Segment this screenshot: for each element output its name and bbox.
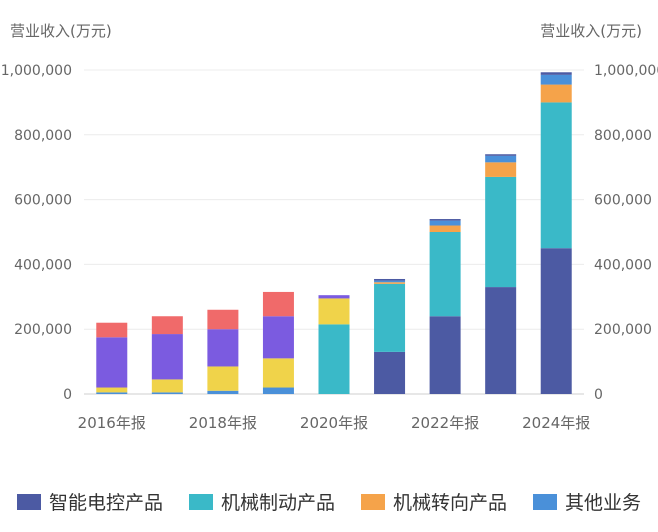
bar-segment [374, 280, 406, 283]
chart-legend: 智能电控产品 机械制动产品 机械转向产品 其他业务 [0, 488, 658, 515]
y-tick-label-right: 600,000 [594, 193, 652, 209]
y-tick-label-right: 1,000,000 [594, 63, 658, 79]
x-tick-label: 2022年报 [411, 414, 479, 432]
bar-segment [151, 379, 183, 393]
bar-segment [318, 295, 350, 299]
legend-swatch [361, 493, 385, 510]
x-tick-label: 2020年报 [300, 414, 368, 432]
bar-segment [262, 291, 294, 317]
bar-segment [485, 155, 517, 163]
bar-segment [207, 390, 239, 394]
y-tick-label-right: 200,000 [594, 322, 652, 338]
bar-segment [96, 322, 128, 338]
legend-item: 其他业务 [533, 488, 641, 515]
bar-segment [540, 84, 572, 103]
bar-segment [96, 387, 128, 393]
bar-segment [207, 309, 239, 330]
y-tick-label-right: 400,000 [594, 257, 652, 273]
bar-segment [540, 248, 572, 394]
bar-segment [374, 278, 406, 281]
y-tick-label-left: 400,000 [14, 257, 72, 273]
bar-segment [96, 392, 128, 394]
legend-item: 智能电控产品 [16, 488, 163, 515]
bar-segment [540, 72, 572, 75]
bar-segment [540, 74, 572, 85]
bar-segment [318, 324, 350, 394]
bar-segment [485, 287, 517, 394]
bar-segment [485, 176, 517, 288]
y-tick-label-right: 0 [594, 387, 603, 403]
bar-segment [151, 316, 183, 335]
bar-segment [318, 298, 350, 325]
x-tick-label: 2018年报 [189, 414, 257, 432]
x-tick-label: 2024年报 [522, 414, 590, 432]
bar-segment [262, 316, 294, 359]
bar-segment [540, 102, 572, 249]
legend-label: 其他业务 [565, 492, 642, 514]
bar-segment [374, 351, 406, 394]
y-tick-label-left: 0 [63, 387, 72, 403]
bar-segment [207, 329, 239, 367]
legend-swatch [533, 493, 558, 510]
bar-segment [429, 232, 461, 317]
bar-segment [429, 225, 461, 232]
legend-label: 智能电控产品 [48, 492, 163, 514]
bar-segment [151, 334, 183, 380]
bar-segment [485, 154, 517, 156]
y-tick-label-left: 200,000 [14, 322, 72, 338]
y-tick-label-left: 600,000 [14, 193, 72, 209]
y-tick-label-left: 1,000,000 [1, 63, 72, 79]
bar-segment [207, 366, 239, 391]
legend-label: 机械转向产品 [393, 492, 508, 514]
legend-label: 机械制动产品 [220, 492, 335, 514]
bar-segment [429, 219, 461, 221]
x-tick-label: 2016年报 [78, 414, 146, 432]
y-axis-label-left: 营业收入(万元) [10, 22, 112, 40]
legend-item: 机械转向产品 [361, 488, 507, 515]
bar-segment [429, 220, 461, 226]
bar-segment [151, 392, 183, 394]
legend-swatch [16, 493, 41, 510]
bar-segment [374, 282, 406, 284]
bar-segment [262, 358, 294, 388]
bar-segment [374, 283, 406, 352]
bar-segment [429, 316, 461, 394]
bar-segment [262, 387, 294, 394]
stacked-bar-chart: 0 0 200,000 200,000 400,000 400,000 600,000 600… [1, 63, 658, 432]
bar-segment [96, 337, 128, 388]
y-axis-label-right: 营业收入(万元) [540, 22, 642, 40]
y-tick-label-left: 800,000 [14, 128, 72, 144]
legend-swatch [188, 493, 213, 510]
bar-segment [485, 162, 517, 177]
y-tick-label-right: 800,000 [594, 128, 652, 144]
legend-item: 机械制动产品 [188, 488, 335, 515]
